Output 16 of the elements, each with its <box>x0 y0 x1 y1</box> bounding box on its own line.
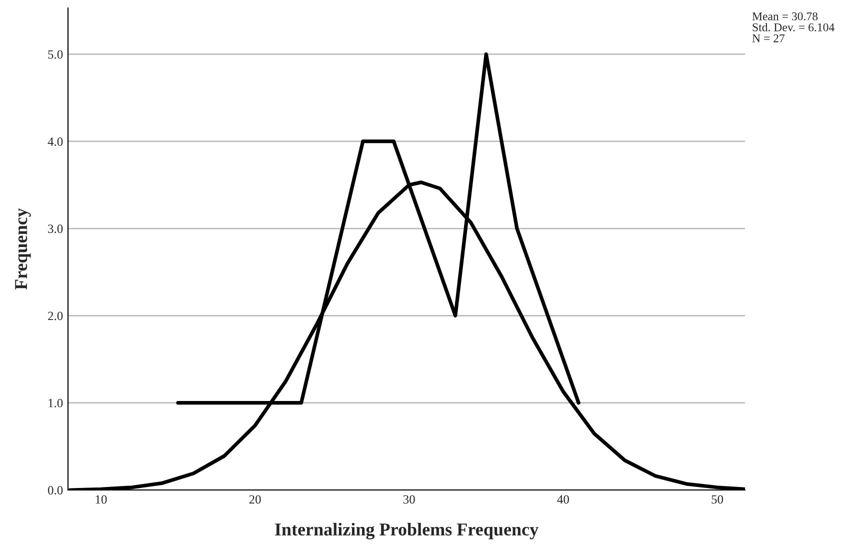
y-axis-title: Frequency <box>15 208 31 290</box>
text: Mean = 30.78 <box>752 12 818 20</box>
y-tick-label: 1.0 <box>48 398 63 408</box>
y-tick-label: 4.0 <box>48 137 63 146</box>
x-axis-title: Internalizing Problems Frequency <box>275 522 538 540</box>
text: N = 27 <box>752 34 785 42</box>
x-tick-label: 30 <box>403 495 415 504</box>
x-tick-label: 20 <box>249 495 261 504</box>
y-tick-label: 3.0 <box>48 224 63 234</box>
x-tick-label: 50 <box>712 495 724 504</box>
x-tick-label: 10 <box>96 495 107 504</box>
text: Std. Dev. = 6.104 <box>752 23 834 32</box>
x-tick-label: 40 <box>557 495 569 504</box>
y-tick-label: 5.0 <box>48 50 63 59</box>
y-tick-label: 2.0 <box>48 312 63 320</box>
y-tick-label: 0.0 <box>48 486 63 495</box>
